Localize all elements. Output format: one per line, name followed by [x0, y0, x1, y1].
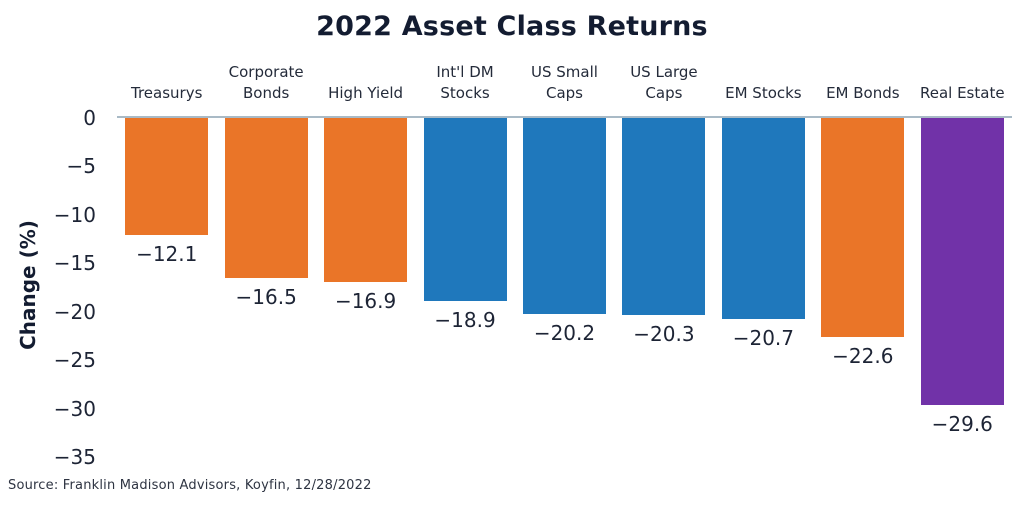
category-label-line: EM Stocks: [725, 84, 802, 102]
bar-em-stocks: [721, 118, 805, 319]
value-label: −29.6: [931, 411, 993, 436]
bar-int-l-dm-stocks: [423, 118, 507, 302]
bar-corporate-bonds: [224, 118, 308, 278]
value-label: −20.3: [633, 321, 695, 346]
zero-axis-line: [117, 116, 1012, 118]
value-label: −16.5: [235, 284, 297, 309]
category-label-line: US Small: [531, 63, 598, 81]
y-tick-label: −25: [53, 348, 96, 373]
value-label: −12.1: [136, 242, 198, 267]
bar-us-large-caps: [622, 118, 706, 315]
category-label: Corporate Bonds: [216, 62, 315, 104]
value-label: −16.9: [334, 288, 397, 313]
category-label: Real Estate: [913, 83, 1012, 104]
bar-real-estate: [920, 118, 1004, 405]
y-tick-label: −35: [53, 445, 96, 470]
value-label: −18.9: [434, 308, 496, 333]
category-label: Treasurys: [117, 83, 216, 104]
category-label-line: Caps: [645, 84, 683, 102]
category-label: High Yield: [316, 83, 415, 104]
category-label-line: Int'l DM: [436, 63, 494, 81]
y-tick-label: −5: [66, 154, 96, 179]
y-tick-label: −15: [53, 251, 96, 276]
category-label-line: High Yield: [328, 84, 404, 102]
category-label: EM Bonds: [813, 83, 912, 104]
category-label: Int'l DM Stocks: [415, 62, 514, 104]
category-label-line: EM Bonds: [826, 84, 900, 102]
category-label-line: Stocks: [440, 84, 490, 102]
category-label-line: Real Estate: [919, 84, 1005, 102]
value-label: −22.6: [832, 343, 894, 368]
bar-treasurys: [125, 118, 209, 236]
y-tick-label: −20: [53, 299, 96, 324]
bar-us-small-caps: [523, 118, 606, 314]
category-label-line: Corporate: [228, 63, 304, 81]
category-label-line: Caps: [545, 84, 583, 102]
category-label-line: US Large: [630, 63, 698, 81]
category-label: US Large Caps: [614, 62, 713, 104]
source-note: Source: Franklin Madison Advisors, Koyfi…: [8, 478, 372, 493]
category-label: EM Stocks: [714, 83, 813, 104]
bar-high-yield: [324, 118, 408, 282]
y-tick-label: −10: [53, 202, 96, 227]
bar-em-bonds: [821, 118, 905, 337]
category-label: US Small Caps: [515, 62, 614, 104]
chart-title: 2022 Asset Class Returns: [316, 11, 708, 42]
y-tick-label: 0: [83, 106, 96, 130]
value-label: −20.7: [732, 325, 795, 350]
category-label-line: Treasurys: [131, 84, 203, 102]
value-label: −20.2: [533, 320, 596, 345]
y-tick-label: −30: [53, 396, 96, 421]
category-label-line: Bonds: [243, 84, 290, 102]
